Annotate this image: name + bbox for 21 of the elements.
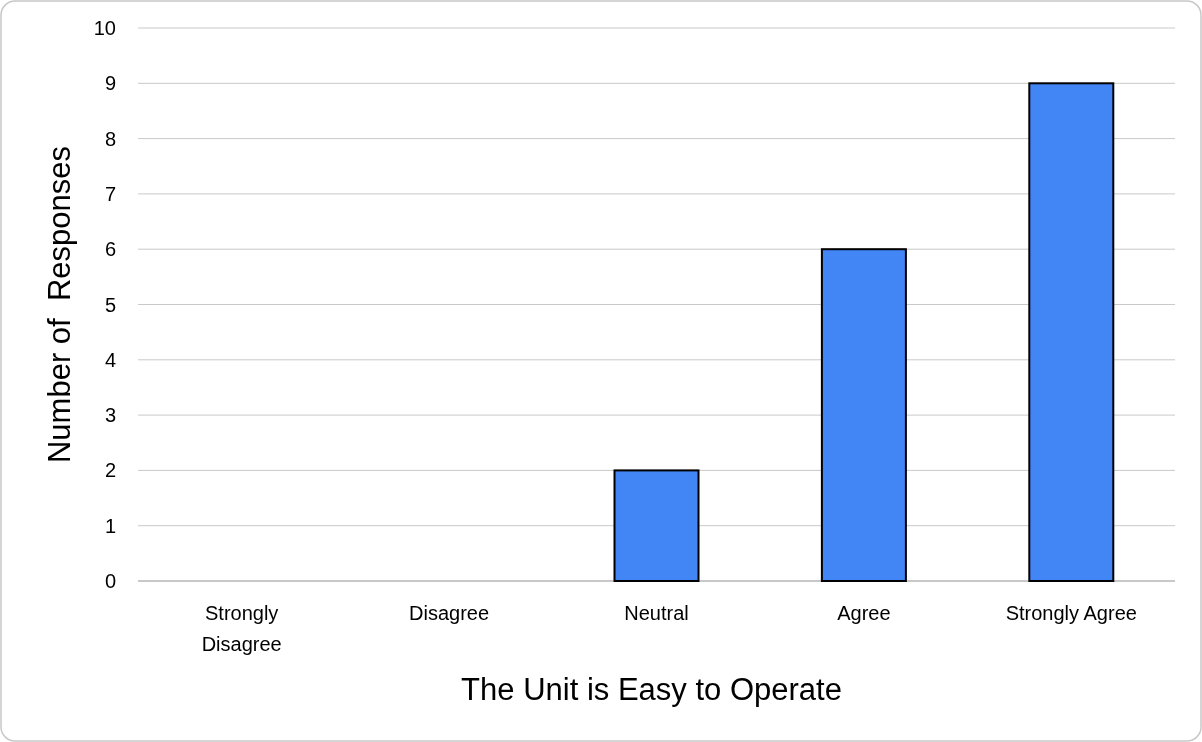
y-tick-label: 8 [104,127,116,150]
x-tick-label: Strongly Agree [1005,602,1137,624]
y-tick-label: 1 [104,514,116,537]
bar [613,469,700,582]
x-axis-title: The Unit is Easy to Operate [461,672,842,707]
y-tick-label: 0 [104,570,116,592]
y-tick-label: 7 [104,182,116,205]
bar [1028,82,1115,582]
y-tick-label: 2 [104,459,116,482]
y-tick-label: 3 [104,404,116,427]
x-tick-label: Disagree [409,602,490,624]
bar [820,248,907,582]
y-tick-label: 4 [104,348,116,371]
y-tick-label: 10 [93,17,116,39]
x-tick-label: Strongly Disagree [201,602,282,655]
x-tick-label: Agree [837,602,891,624]
y-tick-label: 9 [104,72,116,95]
y-tick-label: 5 [104,293,116,316]
x-tick-label: Neutral [624,602,689,624]
y-tick-label: 6 [104,238,116,261]
y-axis-title: Number of Responses [42,145,77,464]
